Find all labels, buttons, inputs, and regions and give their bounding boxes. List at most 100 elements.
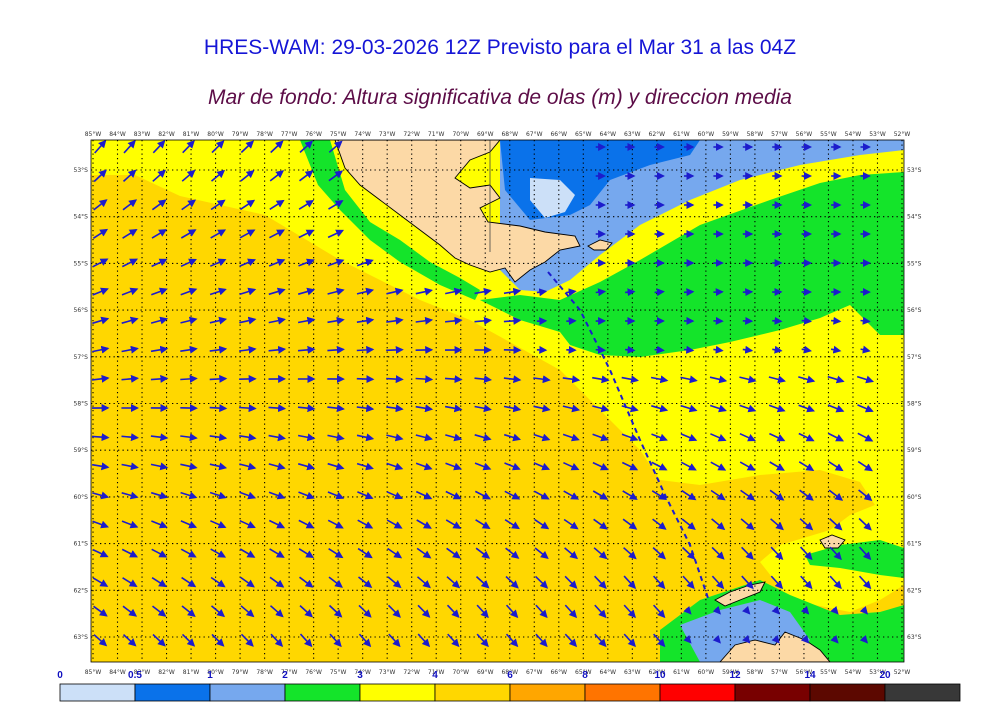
longitude-label: 68°W	[501, 669, 518, 676]
direction-arrow	[771, 605, 780, 615]
direction-arrow	[151, 548, 168, 558]
direction-arrow	[769, 489, 785, 501]
direction-arrow	[92, 520, 109, 529]
direction-arrow	[830, 605, 839, 615]
direction-arrow	[474, 287, 492, 296]
longitude-label: 81°W	[183, 131, 200, 138]
direction-arrow	[180, 258, 197, 268]
direction-arrow	[445, 462, 462, 471]
direction-arrow	[680, 433, 698, 442]
direction-arrow	[416, 547, 432, 559]
direction-arrow	[121, 345, 139, 354]
longitude-label: 63°W	[624, 131, 641, 138]
direction-arrow	[180, 345, 198, 354]
direction-arrow	[534, 518, 550, 530]
direction-arrow	[123, 140, 136, 154]
direction-arrow	[769, 461, 785, 471]
direction-arrow	[328, 548, 344, 559]
direction-arrow	[209, 404, 228, 413]
map-subtitle: Mar de fondo: Altura significativa de ol…	[208, 86, 792, 109]
direction-arrow	[180, 520, 198, 529]
direction-arrow	[739, 375, 757, 384]
direction-arrow	[711, 575, 725, 590]
longitude-label: 58°W	[747, 131, 764, 138]
direction-arrow	[682, 575, 695, 590]
direction-arrow	[357, 519, 374, 529]
direction-arrow	[742, 634, 751, 644]
direction-arrow	[593, 518, 608, 530]
longitude-label: 62°W	[649, 669, 666, 676]
direction-arrow	[444, 404, 463, 413]
direction-arrow	[92, 228, 109, 239]
direction-arrow	[827, 404, 845, 413]
longitude-label: 84°W	[109, 131, 126, 138]
longitude-label: 67°W	[526, 669, 543, 676]
direction-arrow	[268, 258, 286, 267]
direction-arrow	[770, 546, 784, 560]
direction-arrow	[239, 345, 257, 354]
map-frame	[90, 139, 905, 663]
direction-arrow	[858, 575, 872, 590]
direction-arrow	[594, 604, 607, 619]
direction-arrow	[683, 634, 692, 644]
direction-arrow	[830, 345, 842, 354]
direction-arrow	[121, 287, 139, 296]
direction-arrow	[327, 491, 345, 500]
direction-arrow	[772, 345, 783, 354]
direction-arrow	[209, 345, 228, 354]
longitude-label: 73°W	[379, 131, 396, 138]
direction-arrow	[859, 605, 869, 615]
direction-arrow	[239, 316, 257, 325]
direction-arrow	[92, 491, 110, 500]
direction-arrow	[564, 604, 578, 619]
latitude-label: 58°S	[907, 401, 922, 408]
latitude-label: 53°S	[74, 167, 89, 174]
direction-arrow	[299, 605, 313, 618]
latitude-labels-right: 53°S 54°S 55°S 56°S 57°S 58°S 59°S 60°S 61°S 62°S…	[907, 167, 922, 641]
direction-arrow	[709, 404, 727, 413]
direction-arrow	[268, 316, 286, 325]
legend-label: 14	[804, 670, 816, 681]
direction-arrow	[386, 375, 404, 384]
direction-arrow	[621, 404, 639, 413]
longitude-label: 75°W	[330, 669, 347, 676]
direction-arrow	[623, 604, 636, 619]
direction-arrow	[121, 433, 139, 442]
longitude-label: 83°W	[134, 669, 151, 676]
direction-arrow	[446, 604, 460, 618]
direction-arrow	[299, 140, 314, 153]
direction-arrow	[150, 374, 169, 383]
direction-arrow	[386, 404, 404, 413]
direction-arrow	[771, 634, 780, 644]
longitude-label: 57°W	[771, 131, 788, 138]
longitude-label: 74°W	[354, 669, 371, 676]
direction-arrow	[239, 491, 257, 500]
direction-arrow	[857, 432, 874, 442]
direction-arrow	[831, 316, 842, 325]
direction-arrow	[739, 461, 756, 471]
direction-arrow	[327, 287, 345, 296]
direction-arrow	[150, 345, 169, 354]
direction-arrow	[91, 374, 110, 383]
direction-arrow	[268, 287, 286, 296]
direction-arrow	[387, 576, 402, 589]
direction-arrow	[94, 140, 107, 154]
direction-arrow	[269, 605, 284, 618]
direction-arrow	[505, 633, 519, 648]
direction-arrow	[121, 316, 139, 325]
direction-arrow	[625, 288, 636, 297]
latitude-label: 55°S	[907, 260, 922, 267]
longitude-label: 69°W	[477, 131, 494, 138]
direction-arrow	[239, 229, 256, 239]
legend-label: 8	[582, 670, 588, 681]
wave-zone-0-05	[530, 178, 575, 218]
direction-arrow	[709, 375, 728, 384]
legend-label: 1	[207, 670, 213, 681]
longitude-label: 71°W	[428, 669, 445, 676]
direction-arrow	[297, 287, 316, 296]
direction-arrow	[828, 489, 844, 501]
direction-arrow	[210, 520, 227, 529]
direction-arrow	[152, 169, 166, 182]
direction-arrow	[210, 169, 226, 182]
